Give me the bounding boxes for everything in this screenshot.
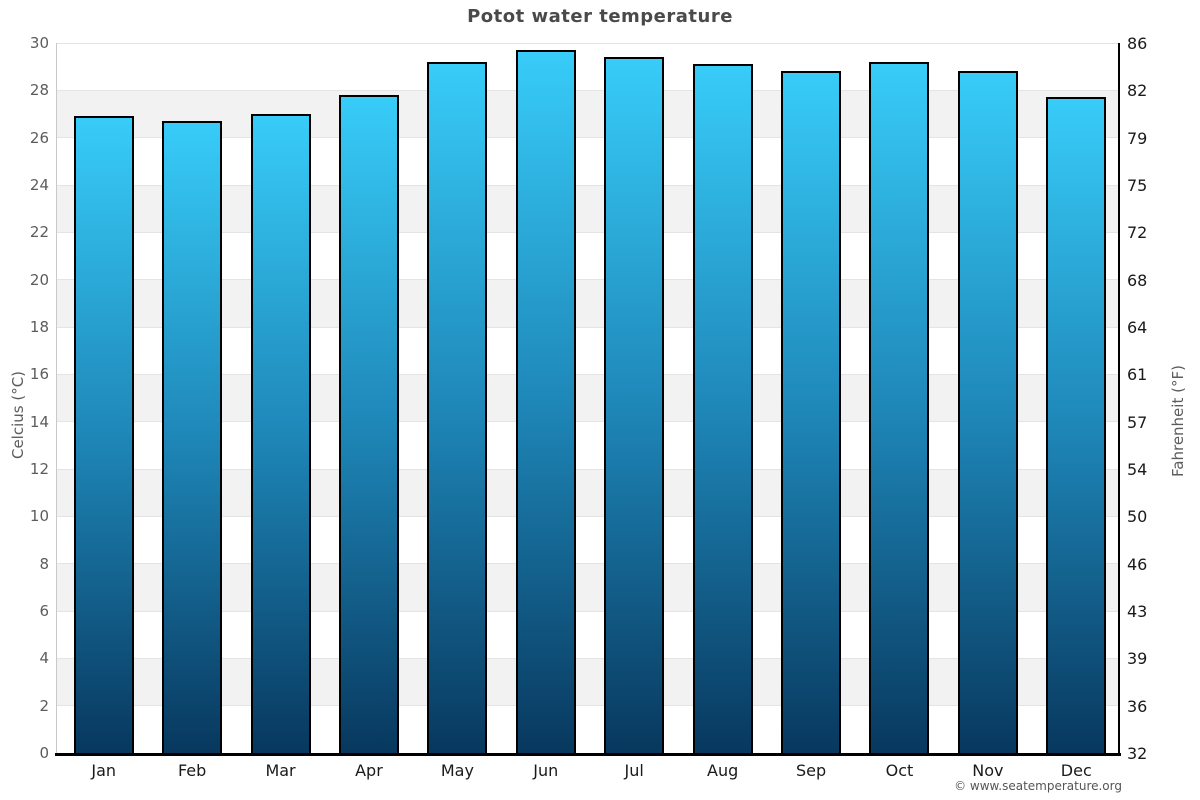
gridline <box>57 42 1118 44</box>
y-axis-tick-fahrenheit: 32 <box>1127 744 1148 763</box>
background-band <box>57 90 1118 138</box>
y-axis-tick-celsius: 28 <box>29 81 49 100</box>
gridline <box>57 231 1118 233</box>
background-band <box>57 469 1118 517</box>
gridline <box>57 326 1118 328</box>
background-band <box>57 43 1118 91</box>
y-axis-tick-celsius: 0 <box>39 744 49 762</box>
x-tick-label: Jul <box>624 761 644 780</box>
y-axis-tick-fahrenheit: 75 <box>1127 176 1148 195</box>
y-axis-tick-fahrenheit: 82 <box>1127 81 1148 101</box>
y-axis-tick-celsius: 18 <box>29 318 49 336</box>
bar-dec <box>1046 97 1107 753</box>
background-band <box>57 137 1118 185</box>
y-axis-tick-celsius: 4 <box>39 649 49 668</box>
y-axis-tick-fahrenheit: 61 <box>1127 365 1148 385</box>
y-axis-tick-fahrenheit: 39 <box>1127 649 1148 669</box>
gridline <box>57 137 1118 139</box>
background-band <box>57 185 1118 233</box>
y-axis-tick-celsius: 10 <box>29 507 49 526</box>
background-band <box>57 705 1118 753</box>
gridline <box>57 89 1118 91</box>
bar-mar <box>250 114 311 753</box>
background-band <box>57 563 1118 611</box>
background-band <box>57 421 1118 469</box>
bottom-axis-line <box>55 753 1121 756</box>
y-axis-tick-celsius: 2 <box>39 696 49 715</box>
gridline <box>57 279 1118 281</box>
y-axis-tick-fahrenheit: 50 <box>1127 507 1148 527</box>
x-tick-label: Jan <box>91 761 117 780</box>
y-axis-tick-fahrenheit: 79 <box>1127 128 1148 148</box>
y-axis-tick-celsius: 24 <box>29 176 49 194</box>
bar-feb <box>162 121 223 753</box>
y-axis-tick-fahrenheit: 54 <box>1127 460 1148 479</box>
x-tick-label: Dec <box>1060 761 1092 780</box>
bar-jul <box>604 57 665 753</box>
bar-sep <box>781 71 842 753</box>
bar-may <box>427 61 488 753</box>
bar-apr <box>338 95 399 753</box>
y-axis-tick-celsius: 14 <box>29 412 49 431</box>
y-axis-tick-celsius: 16 <box>29 365 49 384</box>
bar-jan <box>73 116 134 753</box>
x-tick-label: May <box>440 761 474 780</box>
gridline <box>57 468 1118 470</box>
y-axis-tick-celsius: 20 <box>29 270 49 289</box>
x-tick-label: Jun <box>533 761 559 780</box>
gridline <box>57 515 1118 517</box>
gridline <box>57 421 1118 423</box>
x-tick-label: Nov <box>972 761 1004 780</box>
background-band <box>57 374 1118 422</box>
gridline <box>57 610 1118 612</box>
y-axis-tick-fahrenheit: 36 <box>1127 696 1148 716</box>
y-axis-tick-celsius: 6 <box>39 602 49 620</box>
y-axis-tick-fahrenheit: 46 <box>1127 554 1148 574</box>
y-axis-tick-fahrenheit: 64 <box>1127 318 1148 337</box>
bar-oct <box>869 61 930 753</box>
y-axis-tick-celsius: 12 <box>29 460 49 478</box>
y-axis-tick-celsius: 8 <box>39 554 49 573</box>
background-band <box>57 516 1118 564</box>
gridline <box>57 373 1118 375</box>
x-tick-label: Feb <box>177 761 207 780</box>
background-band <box>57 327 1118 375</box>
bar-jun <box>515 50 576 753</box>
gridline <box>57 563 1118 565</box>
background-band <box>57 279 1118 327</box>
gridline <box>57 705 1118 707</box>
background-band <box>57 658 1118 706</box>
x-tick-label: Apr <box>355 761 383 780</box>
y-axis-tick-fahrenheit: 68 <box>1127 270 1148 290</box>
y-axis-tick-celsius: 30 <box>29 34 49 52</box>
gridline <box>57 184 1118 186</box>
x-tick-label: Aug <box>707 761 739 780</box>
x-tick-label: Oct <box>885 761 914 780</box>
background-band <box>57 232 1118 280</box>
x-tick-label: Mar <box>265 761 296 780</box>
bar-nov <box>957 71 1018 753</box>
bar-aug <box>692 64 753 753</box>
x-tick-label: Sep <box>795 761 827 780</box>
y-axis-tick-celsius: 22 <box>29 223 49 242</box>
right-axis-line <box>1118 43 1120 753</box>
y-axis-tick-fahrenheit: 57 <box>1127 412 1148 432</box>
chart-title: Potot water temperature <box>467 6 733 27</box>
y-axis-tick-celsius: 26 <box>29 128 49 147</box>
y-axis-tick-fahrenheit: 72 <box>1127 223 1148 243</box>
copyright-note: © www.seatemperature.org <box>954 779 1122 793</box>
y-axis-tick-fahrenheit: 43 <box>1127 602 1148 621</box>
gridline <box>57 657 1118 659</box>
background-band <box>57 611 1118 659</box>
y-axis-tick-fahrenheit: 86 <box>1127 34 1148 53</box>
left-axis-line <box>56 43 57 753</box>
